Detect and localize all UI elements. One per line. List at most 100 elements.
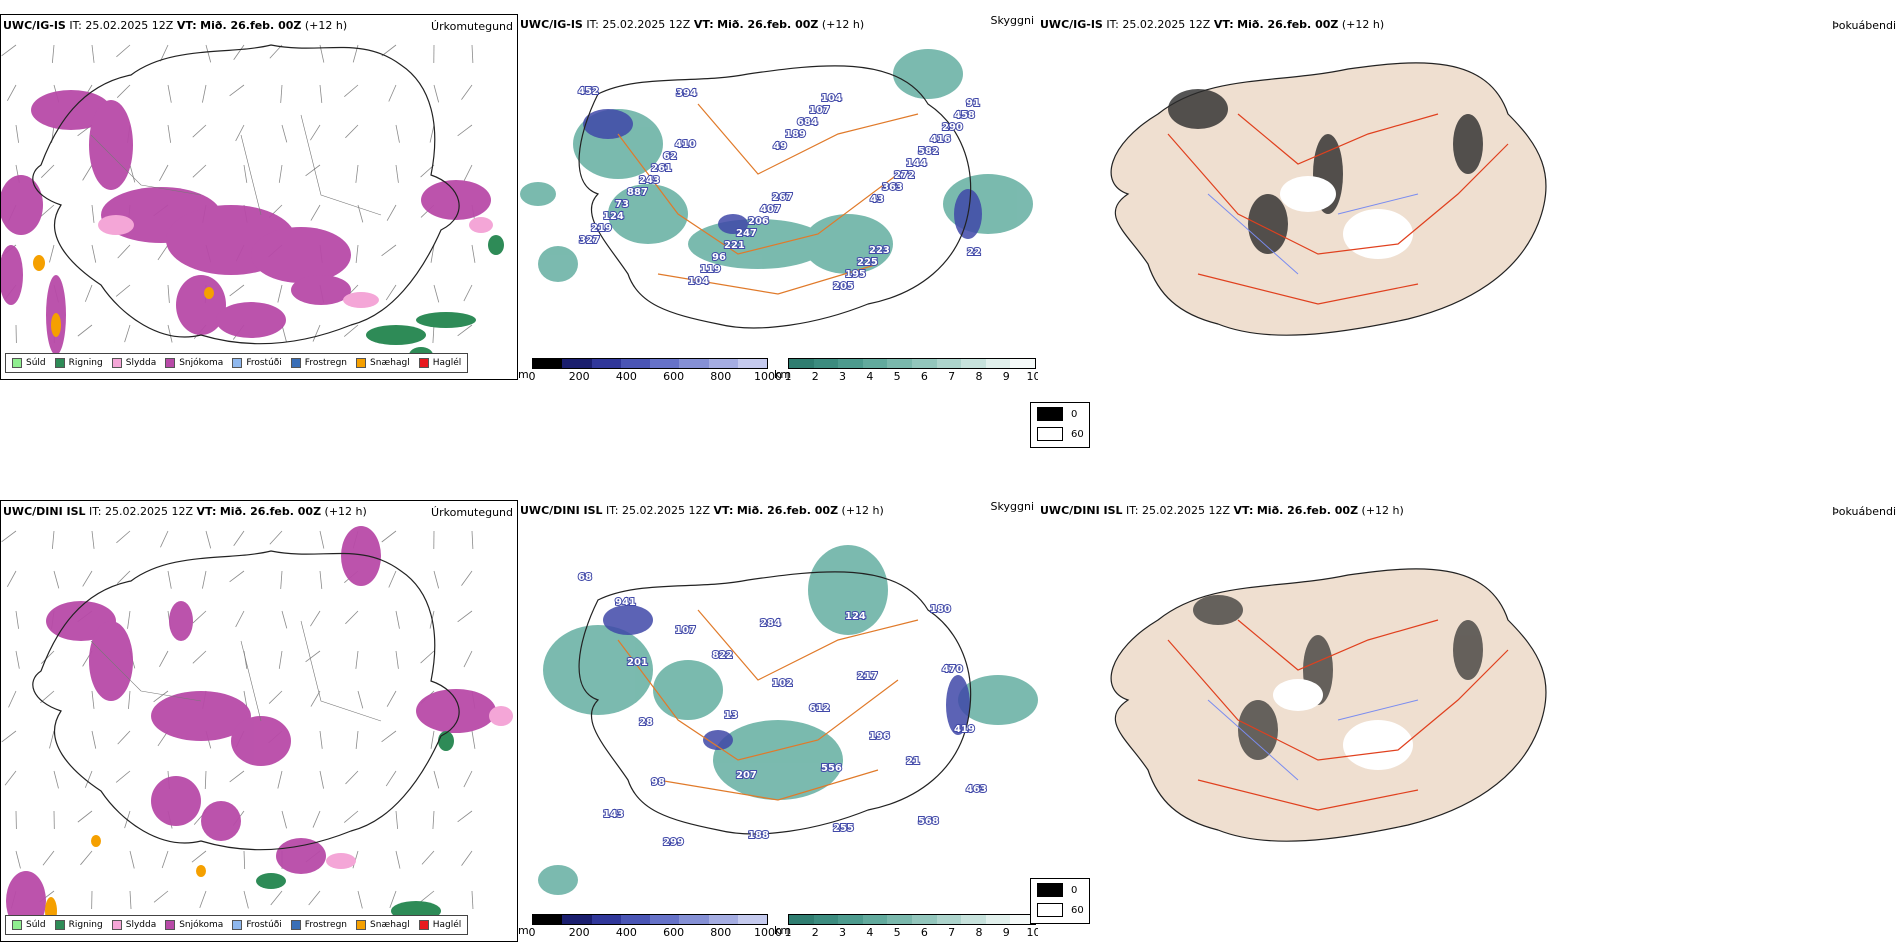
wind-barb — [116, 84, 131, 98]
wind-barb — [167, 124, 172, 143]
cloud-base-label: 452 — [578, 86, 599, 97]
wind-barb — [312, 810, 321, 828]
rain-area — [366, 235, 504, 363]
coastline — [578, 571, 972, 835]
snow-area — [6, 526, 496, 931]
wind-barb — [344, 84, 359, 97]
cloud-base-label: 290 — [942, 122, 963, 133]
wind-barb — [310, 690, 321, 707]
wind-barb — [91, 204, 95, 223]
wind-barb — [433, 770, 440, 789]
cloud-base-label: 410 — [675, 139, 696, 150]
wind-barb — [319, 530, 325, 549]
wind-barb — [129, 890, 132, 909]
roads — [617, 609, 919, 801]
legend-item: Snjókoma — [165, 920, 223, 930]
coastline — [32, 550, 460, 851]
wind-barb — [463, 164, 473, 182]
cloud-base-label: 96 — [712, 252, 726, 263]
wind-barb — [457, 324, 473, 337]
wind-barb — [235, 124, 245, 142]
wind-barb — [161, 850, 169, 869]
cloud-base-label: 180 — [930, 604, 951, 615]
wind-barb — [233, 530, 245, 547]
wind-barb — [278, 164, 283, 183]
panel-header: UWC/IG-IS IT: 25.02.2025 12Z VT: Mið. 26… — [520, 18, 865, 31]
cloud-base-label: 49 — [773, 141, 787, 152]
cloud-base-label: 219 — [591, 223, 612, 234]
wind-barb — [77, 324, 93, 337]
wind-barb — [192, 164, 207, 178]
sleet-area — [98, 215, 493, 308]
cloud-base-label: 267 — [772, 192, 793, 203]
wind-barb — [420, 164, 435, 178]
wind-barb — [357, 890, 363, 909]
wind-barb — [471, 530, 474, 549]
wind-barb — [1, 44, 17, 57]
fog-panel-top: UWC/IG-IS IT: 25.02.2025 12Z VT: Mið. 26… — [1038, 14, 1900, 380]
cloud-base-label: 458 — [954, 110, 975, 121]
wind-barb — [243, 164, 248, 183]
panel-header: UWC/IG-IS IT: 25.02.2025 12Z VT: Mið. 26… — [1040, 18, 1385, 31]
panel-title: Skyggni — [990, 500, 1034, 513]
cloud-base-label: 243 — [639, 175, 660, 186]
cloud-base-label: 941 — [615, 597, 636, 608]
wind-barb — [115, 770, 131, 783]
cloud-base-label: 73 — [615, 199, 629, 210]
legend-item: Frostúði — [232, 920, 282, 930]
cloud-base-label: 217 — [857, 671, 878, 682]
wind-barb — [461, 850, 473, 866]
wind-barb — [433, 284, 440, 303]
cloud-base-label: 201 — [627, 657, 648, 668]
wind-barb — [386, 690, 397, 707]
wind-barb — [319, 770, 324, 789]
wind-barb — [116, 530, 131, 544]
wind-barb — [82, 570, 93, 587]
cloud-base-label: 394 — [676, 88, 697, 99]
wind-barb — [381, 244, 397, 257]
wind-barb — [319, 84, 323, 103]
wind-barb — [51, 44, 55, 63]
panel-header: UWC/DINI ISL IT: 25.02.2025 12Z VT: Mið.… — [1040, 504, 1404, 517]
wind-barb — [15, 650, 20, 669]
precip-legend: Súld Rigning Slydda Snjókoma Frostúði Fr… — [5, 915, 469, 935]
wind-barb — [167, 284, 170, 303]
cloud-base-label: 91 — [966, 98, 980, 109]
cloud-base-label: 363 — [882, 182, 903, 193]
fog-map — [1110, 568, 1547, 842]
wind-barb — [80, 850, 93, 866]
cloud-base-label: 188 — [748, 830, 769, 841]
cloud-base-label: 272 — [894, 170, 915, 181]
wind-barb — [385, 284, 397, 301]
roads — [1167, 619, 1509, 811]
wind-barb — [129, 164, 136, 183]
wind-barb — [205, 44, 212, 63]
cloud-base-label: 205 — [833, 281, 854, 292]
wind-barb — [433, 570, 440, 589]
wind-barb — [388, 570, 397, 588]
cloud-base-label: 261 — [651, 163, 672, 174]
wind-barb — [6, 84, 17, 101]
wind-barb — [345, 770, 359, 785]
wind-barb — [243, 850, 246, 870]
cloud-base-label: 247 — [736, 228, 757, 239]
wind-barb — [235, 610, 245, 628]
panel-title: Úrkomutegund — [431, 20, 513, 33]
cloud-base-label: 416 — [930, 134, 951, 145]
cloud-base-label: 327 — [579, 235, 600, 246]
legend-item: Rigning — [54, 920, 103, 930]
wind-barb — [269, 530, 283, 545]
wind-barb — [463, 770, 473, 788]
cloud-area — [538, 545, 1038, 895]
cloud-base-label: 822 — [712, 650, 733, 661]
wind-barb — [305, 650, 321, 663]
wind-barb — [53, 570, 60, 589]
legend-item: Frostregn — [290, 920, 347, 930]
cloud-base-label: 556 — [821, 763, 842, 774]
wind-barb — [381, 530, 397, 543]
wind-barb — [319, 730, 323, 749]
fog-map — [1110, 62, 1547, 336]
legend-item: Slydda — [111, 920, 156, 930]
wind-barb — [310, 204, 321, 221]
cloud-base-label: 196 — [869, 731, 890, 742]
